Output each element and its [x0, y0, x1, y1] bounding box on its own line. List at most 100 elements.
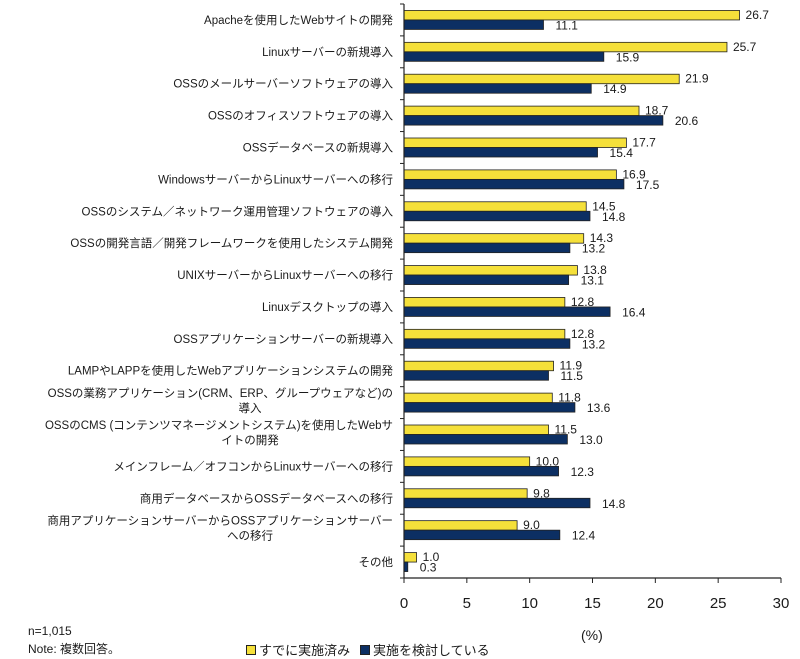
legend-label: すでに実施済み — [259, 643, 351, 658]
value-label-considering: 14.9 — [603, 82, 627, 96]
value-label-considering: 0.3 — [420, 561, 437, 575]
category-label: 商用アプリケーションサーバーからOSSアプリケーションサーバー — [47, 514, 393, 528]
bar-implemented — [403, 169, 617, 180]
x-tick-label: 5 — [463, 595, 471, 612]
value-label-considering: 13.2 — [582, 242, 606, 256]
value-label-implemented: 11.9 — [560, 359, 583, 373]
value-label-considering: 20.6 — [675, 114, 699, 128]
bar-considering — [403, 178, 625, 190]
value-label-implemented: 17.7 — [632, 136, 656, 150]
value-label-implemented: 14.5 — [592, 199, 616, 213]
axes: 0 5 10 15 20 25 30 — [400, 3, 790, 612]
value-label-considering: 16.4 — [622, 305, 646, 319]
category-label: 導入 — [239, 401, 262, 415]
category-label: OSSのシステム／ネットワーク運用管理ソフトウェアの導入 — [82, 204, 394, 218]
bar-considering — [403, 402, 576, 413]
bar-considering — [403, 51, 605, 62]
category-label: OSSの開発言語／開発フレームワークを使用したシステム開発 — [70, 236, 393, 250]
bar-implemented — [403, 328, 566, 340]
value-label-implemented: 1.0 — [423, 550, 440, 564]
value-label-implemented: 18.7 — [645, 104, 669, 118]
value-label-considering: 15.9 — [616, 50, 640, 64]
value-label-considering: 17.5 — [636, 178, 660, 192]
value-label-implemented: 9.8 — [533, 486, 550, 500]
category-label: Apacheを使用したWebサイトの開発 — [204, 13, 393, 27]
bar-considering — [403, 147, 598, 158]
value-label-implemented: 11.8 — [558, 391, 581, 405]
category-label: メインフレーム／オフコンからLinuxサーバーへの移行 — [113, 460, 393, 473]
legend-item-implemented: すでに実施済み — [246, 640, 350, 659]
bar-implemented — [403, 520, 518, 531]
value-label-considering: 13.0 — [579, 433, 603, 447]
value-label-implemented: 25.7 — [733, 40, 757, 54]
category-label: OSSのCMS (コンテンツマネージメントシステム)を使用したWebサ — [45, 418, 393, 432]
x-tick-label: 0 — [400, 595, 408, 612]
value-label-implemented: 13.8 — [583, 263, 607, 277]
category-label: OSSのメールサーバーソフトウェアの導入 — [173, 77, 393, 91]
category-label: UNIXサーバーからLinuxサーバーへの移行 — [177, 269, 393, 282]
bar-considering — [403, 115, 664, 126]
value-label-considering: 12.3 — [571, 465, 595, 479]
bar-considering — [403, 242, 571, 254]
legend-swatch-navy-icon — [360, 644, 370, 655]
value-label-considering: 13.6 — [587, 401, 611, 415]
category-label: OSSデータベースの新規導入 — [243, 141, 394, 155]
value-label-implemented: 10.0 — [536, 454, 560, 468]
legend-swatch-yellow-icon — [246, 644, 256, 655]
x-tick-label: 10 — [521, 595, 538, 612]
bar-implemented — [403, 105, 640, 117]
value-label-considering: 13.2 — [582, 337, 606, 351]
x-tick-label: 30 — [773, 595, 790, 612]
category-label: WindowsサーバーからLinuxサーバーへの移行 — [158, 173, 393, 186]
x-tick-label: 15 — [584, 595, 601, 612]
bar-implemented — [403, 456, 531, 467]
value-label-implemented: 21.9 — [685, 72, 709, 86]
value-label-considering: 12.4 — [572, 529, 596, 543]
bar-considering — [403, 434, 568, 445]
value-label-considering: 11.1 — [555, 18, 578, 32]
bar-considering — [403, 370, 549, 381]
bar-implemented — [403, 201, 587, 212]
bar-implemented — [403, 73, 680, 85]
value-label-implemented: 26.7 — [746, 8, 770, 22]
category-label: Linuxデスクトップの導入 — [262, 300, 393, 314]
bar-considering — [403, 338, 571, 349]
bar-implemented — [403, 41, 728, 53]
bar-implemented — [403, 552, 417, 563]
category-label: LAMPやLAPPを使用したWebアプリケーションシステムの開発 — [68, 364, 394, 378]
bar-considering — [403, 19, 544, 30]
bar-implemented — [403, 137, 627, 148]
bar-implemented — [403, 265, 578, 276]
value-labels: 26.7 11.1 25.7 15.9 21.9 14.9 18.7 20.6 17.715.4… — [420, 8, 769, 575]
bar-implemented — [403, 233, 585, 244]
bar-implemented — [403, 488, 528, 499]
bar-implemented — [403, 297, 566, 308]
bar-implemented — [403, 424, 549, 435]
category-label: への移行 — [227, 530, 273, 543]
bar-implemented — [403, 360, 554, 372]
value-label-considering: 11.5 — [561, 369, 584, 383]
value-label-considering: 15.4 — [610, 146, 634, 160]
bars-layer — [403, 10, 740, 572]
bar-considering — [403, 83, 592, 94]
category-label: 商用データベースからOSSデータベースへの移行 — [140, 491, 393, 505]
value-label-considering: 13.1 — [581, 274, 605, 288]
value-label-implemented: 14.3 — [590, 231, 614, 245]
category-label: イトの開発 — [221, 433, 279, 447]
x-axis-unit-label: (%) — [581, 627, 603, 643]
legend-label: 実施を検討している — [373, 643, 490, 658]
value-label-implemented: 16.9 — [622, 167, 646, 181]
category-label: その他 — [359, 556, 394, 569]
bar-chart: Apacheを使用したWebサイトの開発 Linuxサーバーの新規導入 OSSのメー… — [45, 3, 790, 612]
category-labels: Apacheを使用したWebサイトの開発 Linuxサーバーの新規導入 OSSのメー… — [45, 13, 394, 569]
value-label-implemented: 11.5 — [555, 423, 578, 437]
value-label-implemented: 12.8 — [571, 295, 595, 309]
value-label-implemented: 9.0 — [523, 518, 540, 532]
bar-considering — [403, 497, 591, 509]
category-label: OSSアプリケーションサーバーの新規導入 — [174, 332, 394, 346]
category-label: Linuxサーバーの新規導入 — [262, 45, 393, 59]
legend-item-considering: 実施を検討している — [360, 640, 490, 659]
category-label: OSSのオフィスソフトウェアの導入 — [208, 109, 394, 123]
sample-size-note: n=1,015 — [28, 624, 72, 638]
multiple-answer-note: Note: 複数回答。 — [28, 642, 121, 656]
